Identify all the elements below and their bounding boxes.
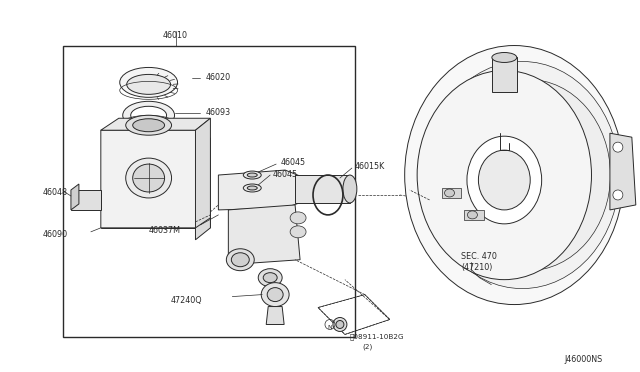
Ellipse shape <box>613 142 623 152</box>
Ellipse shape <box>613 190 623 200</box>
Polygon shape <box>71 184 79 210</box>
Ellipse shape <box>243 171 261 179</box>
Ellipse shape <box>123 101 175 129</box>
Ellipse shape <box>263 273 277 283</box>
Text: (2): (2) <box>363 343 373 350</box>
Ellipse shape <box>404 45 624 305</box>
Bar <box>442 188 461 198</box>
Text: 47240Q: 47240Q <box>171 296 202 305</box>
Ellipse shape <box>247 186 257 190</box>
Ellipse shape <box>120 67 177 97</box>
Polygon shape <box>610 133 636 210</box>
Ellipse shape <box>492 52 516 62</box>
Text: 46048: 46048 <box>43 188 68 197</box>
Ellipse shape <box>125 158 172 198</box>
Ellipse shape <box>290 212 306 224</box>
Polygon shape <box>266 307 284 324</box>
Bar <box>492 58 517 92</box>
Polygon shape <box>101 130 211 228</box>
Ellipse shape <box>467 211 477 219</box>
Ellipse shape <box>467 136 541 224</box>
Text: 46037M: 46037M <box>148 226 180 235</box>
Ellipse shape <box>243 184 261 192</box>
Text: 46045: 46045 <box>272 170 298 179</box>
Ellipse shape <box>425 61 620 289</box>
Ellipse shape <box>132 164 164 192</box>
Bar <box>71 190 101 210</box>
Ellipse shape <box>261 283 289 307</box>
Text: SEC. 470: SEC. 470 <box>461 252 497 261</box>
Ellipse shape <box>132 119 164 132</box>
Text: 46020: 46020 <box>205 73 230 83</box>
Ellipse shape <box>446 79 611 271</box>
Text: 46015K: 46015K <box>355 162 385 171</box>
Polygon shape <box>195 118 211 240</box>
Text: 46093: 46093 <box>205 108 230 117</box>
Ellipse shape <box>445 189 454 197</box>
Text: 46010: 46010 <box>163 31 188 39</box>
Ellipse shape <box>343 175 357 203</box>
Ellipse shape <box>127 74 171 94</box>
Text: 46045: 46045 <box>280 158 305 167</box>
Text: N: N <box>328 325 332 330</box>
Bar <box>295 175 350 203</box>
Ellipse shape <box>290 226 306 238</box>
Polygon shape <box>228 205 300 265</box>
Ellipse shape <box>267 288 283 302</box>
Polygon shape <box>218 170 308 210</box>
Ellipse shape <box>131 106 166 124</box>
Ellipse shape <box>336 321 344 328</box>
Text: Ⓝ08911-10B2G: Ⓝ08911-10B2G <box>350 333 404 340</box>
Ellipse shape <box>258 269 282 286</box>
Ellipse shape <box>333 318 347 331</box>
Ellipse shape <box>417 70 591 280</box>
Polygon shape <box>101 118 211 130</box>
Ellipse shape <box>231 253 249 267</box>
Text: J46000NS: J46000NS <box>564 355 602 364</box>
Ellipse shape <box>247 173 257 177</box>
Bar <box>63 45 355 337</box>
Ellipse shape <box>125 115 172 135</box>
Ellipse shape <box>227 249 254 271</box>
Text: (47210): (47210) <box>461 263 493 272</box>
Text: 46090: 46090 <box>43 230 68 239</box>
Bar <box>465 210 484 220</box>
Ellipse shape <box>479 150 530 210</box>
